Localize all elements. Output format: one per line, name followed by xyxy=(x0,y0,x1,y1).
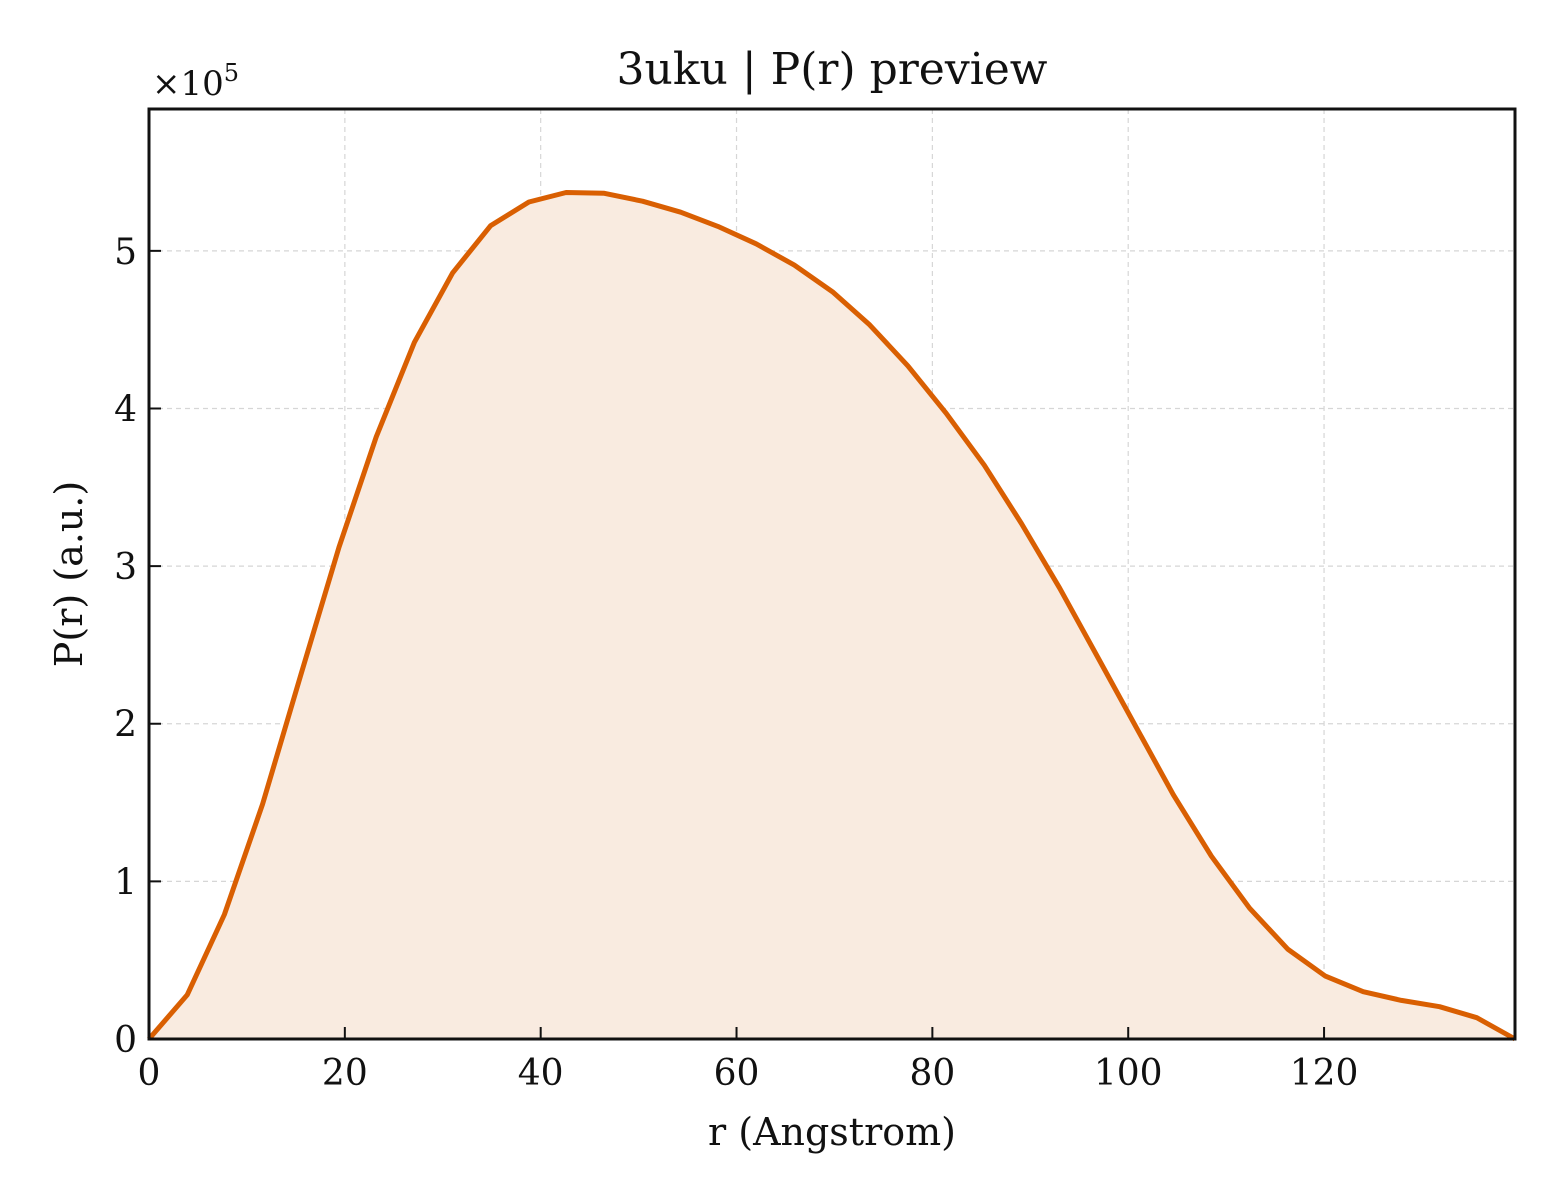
chart-title: 3uku | P(r) preview xyxy=(617,44,1048,95)
y-tick-label: 5 xyxy=(114,232,137,273)
x-tick-label: 100 xyxy=(1094,1053,1163,1094)
x-tick-label: 0 xyxy=(138,1053,161,1094)
y-tick-label: 4 xyxy=(114,389,137,430)
y-tick-label: 1 xyxy=(114,862,137,903)
data-line xyxy=(147,190,1517,1042)
x-tick-label: 20 xyxy=(322,1053,368,1094)
y-scale-multiplier: ×105 xyxy=(152,59,239,104)
tick-layer: 0 20 40 60 80 100 120 0 1 2 3 4 5 xyxy=(114,232,1358,1094)
plot-frame xyxy=(147,107,1517,1041)
y-tick-label: 3 xyxy=(114,547,137,588)
y-tick-label: 0 xyxy=(114,1020,137,1061)
x-tick-label: 60 xyxy=(714,1053,760,1094)
x-tick-label: 40 xyxy=(518,1053,564,1094)
area-fill xyxy=(149,192,1515,1039)
y-axis-label: P(r) (a.u.) xyxy=(47,481,91,667)
x-tick-label: 80 xyxy=(909,1053,955,1094)
x-tick-label: 120 xyxy=(1290,1053,1359,1094)
y-scale-exponent: 5 xyxy=(224,59,239,87)
y-tick-label: 2 xyxy=(114,705,137,746)
y-scale-base: ×10 xyxy=(152,64,224,104)
x-axis-label: r (Angstrom) xyxy=(708,1110,956,1154)
